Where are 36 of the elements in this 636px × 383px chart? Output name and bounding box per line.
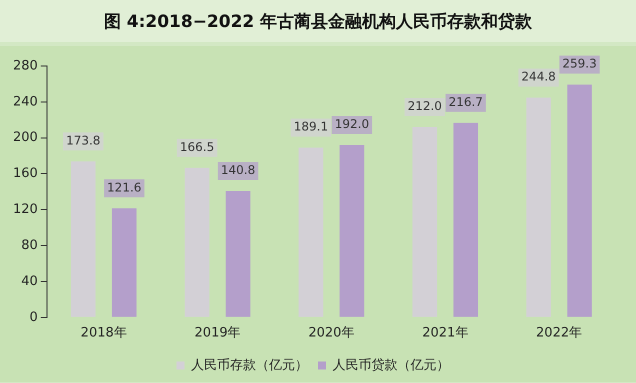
data-label: 259.3 [562, 56, 597, 71]
bar [526, 98, 551, 317]
bar [412, 127, 438, 317]
y-tick-label: 200 [12, 130, 38, 146]
y-tick-label: 160 [12, 166, 38, 182]
y-tick-label: 120 [12, 202, 38, 218]
bar [226, 190, 250, 317]
bar [70, 161, 96, 317]
data-label: 216.7 [448, 94, 483, 109]
bar [340, 145, 364, 317]
y-tick-label: 40 [21, 274, 38, 289]
data-label: 140.8 [220, 163, 256, 178]
y-tick-label: 280 [12, 58, 38, 74]
data-label: 121.6 [107, 180, 142, 194]
data-label: 189.1 [294, 120, 328, 134]
data-label: 192.0 [334, 117, 370, 132]
bar [567, 84, 592, 317]
data-label: 166.5 [180, 140, 214, 154]
data-label: 212.0 [408, 99, 442, 114]
data-label: 173.8 [66, 133, 100, 148]
data-label: 244.8 [521, 70, 556, 84]
y-tick-label: 240 [12, 94, 38, 110]
x-tick-label: 2022年 [536, 326, 582, 341]
legend-label: 人民币贷款（亿元） [332, 358, 450, 373]
y-tick-label: 80 [21, 238, 38, 253]
legend-label: 人民币存款（亿元） [191, 358, 308, 373]
x-tick-label: 2018年 [80, 326, 127, 341]
x-tick-label: 2019年 [194, 326, 241, 341]
x-tick-label: 2021年 [422, 326, 468, 341]
bar [298, 148, 324, 317]
y-tick-label: 0 [30, 310, 38, 325]
bar [184, 168, 210, 317]
chart-title: 图 4:2018−2022 年古蔺县金融机构人民币存款和贷款 [0, 0, 636, 42]
x-tick-label: 2020年 [308, 326, 354, 341]
bar [453, 122, 478, 317]
bar [112, 208, 137, 317]
